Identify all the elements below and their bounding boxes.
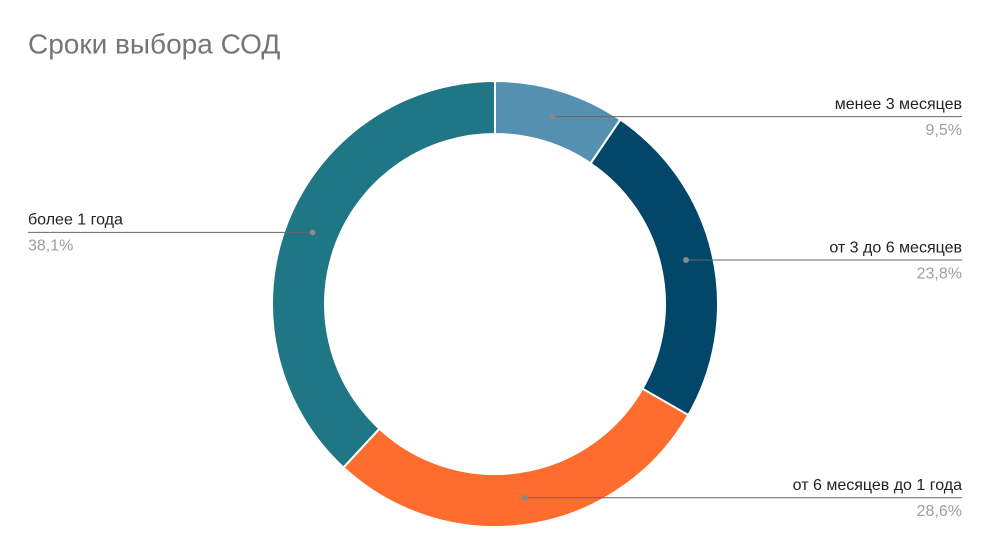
donut-slice [271, 79, 496, 469]
slice-value: 38,1% [28, 238, 73, 255]
slice-label: менее 3 месяцев [835, 96, 962, 113]
slice-value: 9,5% [926, 122, 962, 139]
leader-dot [683, 257, 690, 264]
leader-dot [309, 229, 316, 236]
donut-slice [341, 387, 690, 528]
slice-value: 28,6% [917, 503, 962, 520]
slice-label: от 3 до 6 месяцев [829, 239, 962, 256]
donut-slice [589, 118, 719, 417]
slice-label: от 6 месяцев до 1 года [793, 477, 962, 494]
slice-value: 23,8% [917, 265, 962, 282]
slice-label: более 1 года [28, 212, 123, 229]
leader-dot [521, 494, 528, 501]
chart-title: Сроки выбора СОД [28, 28, 280, 59]
leader-dot [549, 113, 556, 120]
